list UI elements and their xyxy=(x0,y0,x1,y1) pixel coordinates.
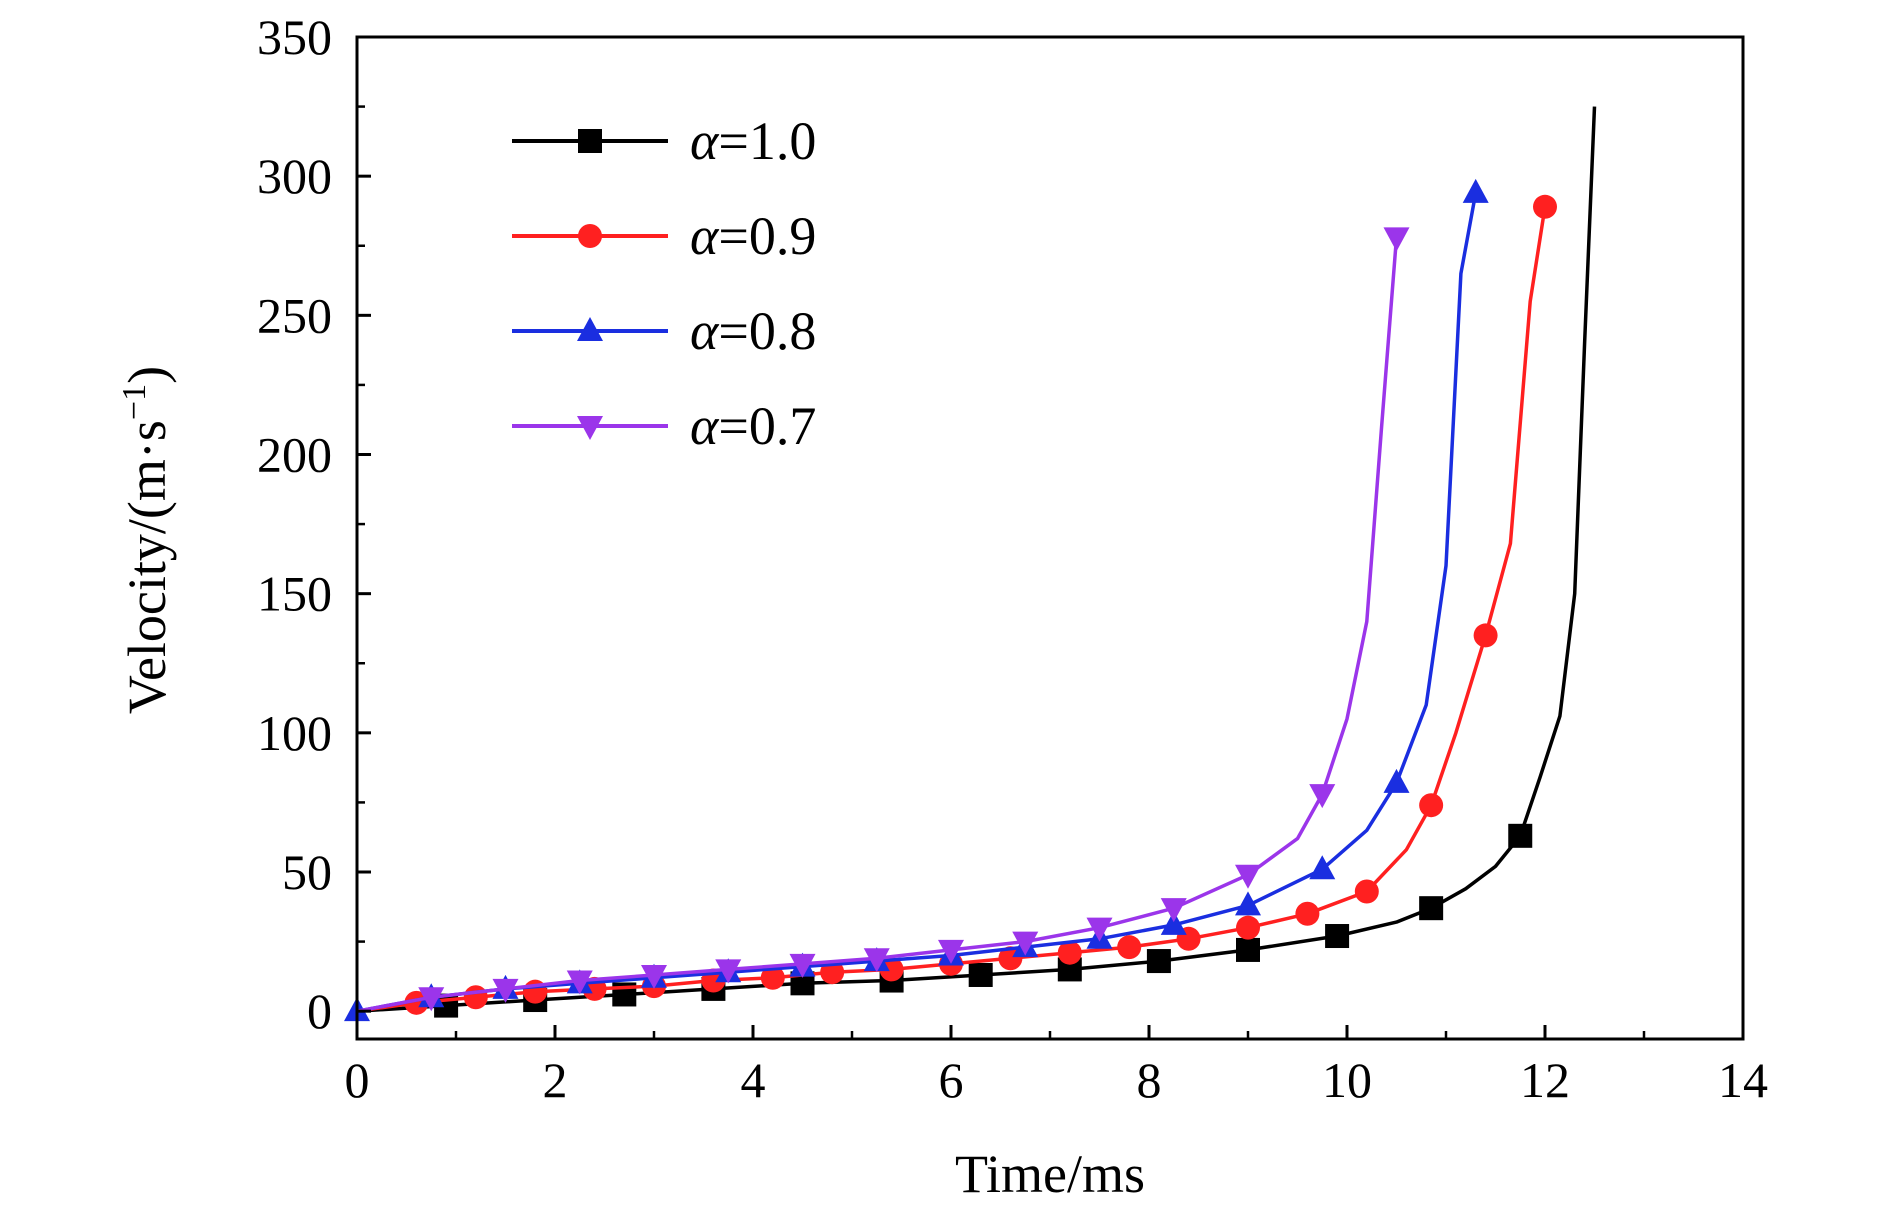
data-point xyxy=(418,987,445,1012)
x-tick-label: 8 xyxy=(1137,1052,1162,1108)
legend-marker xyxy=(577,317,603,341)
data-point xyxy=(715,959,742,984)
legend-entry: α=1.0 xyxy=(512,111,816,171)
series-group xyxy=(344,178,1489,1022)
y-tick-label: 50 xyxy=(282,844,332,900)
data-point xyxy=(1419,896,1444,921)
legend-label-value: =0.9 xyxy=(718,206,816,266)
data-point xyxy=(1160,898,1187,923)
x-tick-label: 0 xyxy=(345,1052,370,1108)
data-point xyxy=(1295,901,1320,926)
data-point xyxy=(968,962,993,987)
y-tick-label: 150 xyxy=(257,566,332,622)
data-point xyxy=(1012,931,1039,956)
data-point xyxy=(463,985,488,1010)
series-layer xyxy=(344,106,1597,1022)
legend-marker xyxy=(578,224,602,248)
series-line xyxy=(356,192,1478,1013)
data-point xyxy=(938,939,964,964)
data-point xyxy=(863,948,890,973)
data-point xyxy=(1309,855,1336,880)
legend-label-value: =1.0 xyxy=(718,111,816,171)
legend: α=1.0α=0.9α=0.8α=0.7 xyxy=(512,111,816,456)
y-tick-label: 0 xyxy=(307,983,332,1039)
x-tick-label: 4 xyxy=(741,1052,766,1108)
y-tick-label: 100 xyxy=(257,705,332,761)
legend-label-greek: α xyxy=(690,301,720,361)
data-point xyxy=(1383,768,1410,793)
data-point xyxy=(1057,940,1082,965)
data-point xyxy=(641,964,667,989)
data-point xyxy=(1235,864,1261,889)
legend-marker xyxy=(578,129,602,153)
data-point xyxy=(1160,910,1187,935)
data-point xyxy=(404,990,429,1015)
y-tick-label: 250 xyxy=(257,287,332,343)
data-point xyxy=(1236,915,1260,940)
series-group xyxy=(356,227,1410,1013)
legend-label: α=0.9 xyxy=(690,206,816,266)
data-point xyxy=(1235,891,1261,916)
x-tick-label: 2 xyxy=(543,1052,568,1108)
series-line xyxy=(356,237,1399,1013)
data-point xyxy=(1473,623,1498,648)
series-group xyxy=(356,106,1597,1018)
legend-entry: α=0.9 xyxy=(512,206,816,266)
data-point xyxy=(1533,194,1557,219)
legend-label: α=0.7 xyxy=(690,396,816,456)
legend-label-greek: α xyxy=(690,206,720,266)
y-tick-label: 350 xyxy=(257,9,332,65)
legend-label-greek: α xyxy=(690,111,720,171)
data-point xyxy=(1508,823,1533,848)
x-tick-label: 14 xyxy=(1718,1052,1768,1108)
data-point xyxy=(789,953,816,978)
legend-label-greek: α xyxy=(690,396,720,456)
y-axis-title: Velocity/(m·s−1) xyxy=(116,366,177,714)
x-axis-title: Time/ms xyxy=(955,1144,1145,1204)
plot-frame xyxy=(355,35,1745,1041)
legend-entry: α=0.7 xyxy=(512,396,816,456)
data-point xyxy=(492,978,519,1003)
data-point xyxy=(1383,227,1410,252)
y-tick-label: 200 xyxy=(257,427,332,483)
series-line xyxy=(356,106,1597,1013)
data-point xyxy=(1146,949,1171,974)
data-point xyxy=(1236,937,1260,962)
data-point xyxy=(1419,793,1444,818)
legend-label: α=1.0 xyxy=(690,111,816,171)
data-point xyxy=(1462,178,1489,203)
data-point xyxy=(1325,924,1350,949)
x-tick-label: 10 xyxy=(1322,1052,1372,1108)
tick-layer: 0 2 4 6 8 10 12 14 0 50 100 150 200 250 300 350 xyxy=(257,9,1768,1108)
legend-marker xyxy=(577,416,603,440)
data-point xyxy=(566,970,593,995)
series-group xyxy=(356,194,1557,1015)
legend-label-value: =0.7 xyxy=(718,396,816,456)
y-axis-title-superscript: −1 xyxy=(116,384,153,420)
data-point xyxy=(1309,784,1336,809)
x-tick-label: 6 xyxy=(939,1052,964,1108)
y-axis-title-close: ) xyxy=(117,366,177,384)
x-tick-label: 12 xyxy=(1520,1052,1570,1108)
data-point xyxy=(760,965,785,990)
data-point xyxy=(1354,879,1379,904)
y-tick-label: 300 xyxy=(257,148,332,204)
legend-label-value: =0.8 xyxy=(718,301,816,361)
legend-entry: α=0.8 xyxy=(512,301,816,361)
data-point xyxy=(1117,935,1142,960)
data-point xyxy=(1086,917,1113,942)
legend-label: α=0.8 xyxy=(690,301,816,361)
y-axis-title-main: Velocity/(m·s xyxy=(117,420,177,714)
